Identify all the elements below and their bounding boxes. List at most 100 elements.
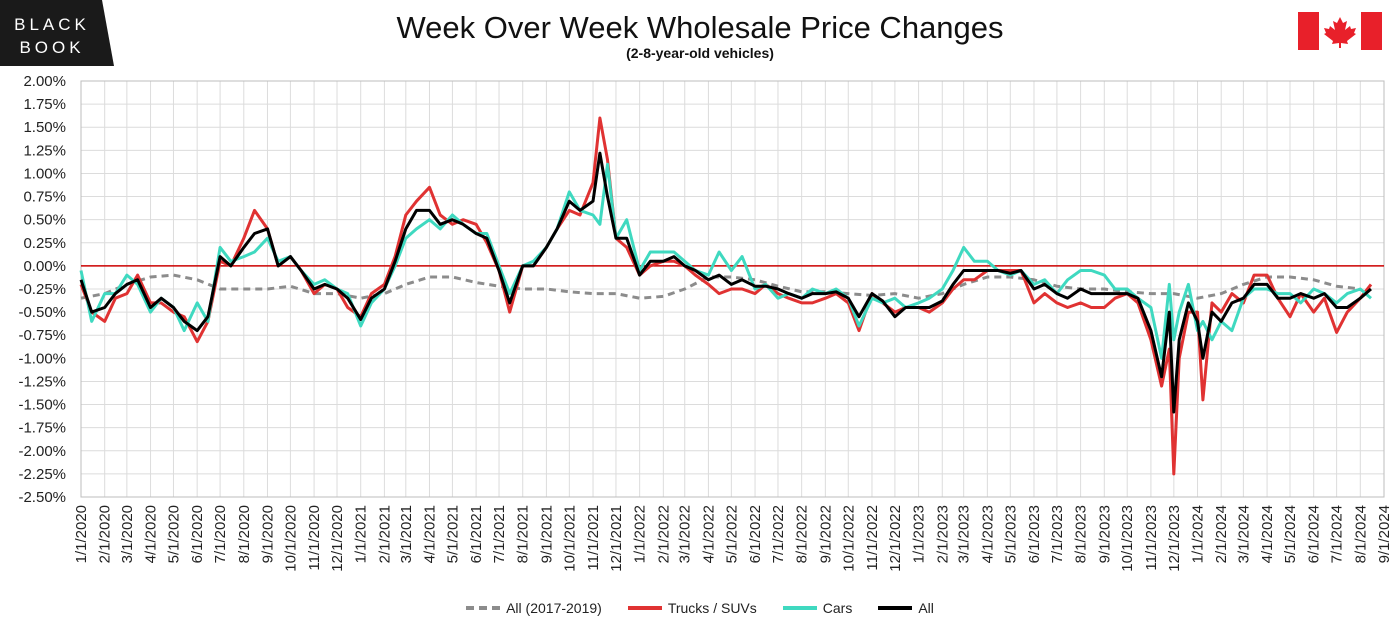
y-tick-label: 0.25% bbox=[23, 235, 66, 252]
legend: All (2017-2019) Trucks / SUVs Cars All bbox=[0, 600, 1400, 616]
x-tick-label: 4/1/2022 bbox=[700, 505, 717, 563]
y-tick-label: -1.75% bbox=[18, 420, 66, 437]
chart-title: Week Over Week Wholesale Price Changes bbox=[396, 10, 1004, 45]
x-tick-label: 5/1/2020 bbox=[165, 505, 182, 563]
x-tick-label: 9/1/2021 bbox=[538, 505, 555, 563]
x-tick-label: 5/1/2021 bbox=[444, 505, 461, 563]
x-tick-label: 7/1/2020 bbox=[212, 505, 229, 563]
x-tick-label: 11/1/2021 bbox=[585, 505, 602, 571]
y-tick-label: -0.50% bbox=[18, 304, 66, 321]
x-tick-label: 3/1/2021 bbox=[398, 505, 415, 563]
legend-swatch-baseline bbox=[466, 606, 501, 610]
logo-line1: BLACK bbox=[14, 15, 90, 34]
x-tick-label: 3/1/2020 bbox=[119, 505, 136, 563]
line-chart: 2.00% 1.75% 1.50% 1.25% 1.00% 0.75% 0.50% 0.25%… bbox=[18, 73, 1393, 572]
x-tick-label: 12/1/2021 bbox=[608, 505, 625, 572]
x-tick-label: 7/1/2023 bbox=[1049, 505, 1066, 563]
x-tick-label: 6/1/2021 bbox=[468, 505, 485, 563]
y-tick-label: -0.25% bbox=[18, 281, 66, 298]
legend-label-cars: Cars bbox=[822, 600, 853, 616]
legend-label-trucks: Trucks / SUVs bbox=[667, 600, 757, 616]
x-tick-label: 10/1/2023 bbox=[1119, 505, 1136, 572]
x-tick-label: 4/1/2021 bbox=[421, 505, 438, 563]
logo-line2: BOOK bbox=[19, 38, 84, 57]
x-tick-label: 8/1/2021 bbox=[515, 505, 532, 563]
chart-subtitle: (2-8-year-old vehicles) bbox=[626, 45, 774, 61]
x-tick-label: 1/1/2023 bbox=[911, 505, 928, 563]
x-tick-label: 8/1/2022 bbox=[794, 505, 811, 563]
x-tick-label: 3/1/2023 bbox=[956, 505, 973, 563]
x-tick-label: 8/1/2024 bbox=[1352, 505, 1369, 563]
x-tick-label: 10/1/2020 bbox=[282, 505, 299, 572]
x-tick-label: 7/1/2022 bbox=[770, 505, 787, 563]
x-tick-label: 9/1/2024 bbox=[1376, 505, 1393, 563]
x-tick-label: 9/1/2022 bbox=[817, 505, 834, 563]
x-tick-label: 8/1/2020 bbox=[236, 505, 253, 563]
x-tick-label: 6/1/2020 bbox=[189, 505, 206, 563]
x-tick-label: 6/1/2023 bbox=[1026, 505, 1043, 563]
y-tick-label: 0.00% bbox=[23, 258, 66, 275]
x-tick-label: 2/1/2023 bbox=[934, 505, 951, 563]
x-tick-label: 11/1/2023 bbox=[1143, 505, 1160, 571]
x-tick-label: 3/1/2022 bbox=[677, 505, 694, 563]
plot-area-border bbox=[80, 80, 1385, 498]
x-tick-label: 9/1/2023 bbox=[1096, 505, 1113, 563]
y-tick-label: -2.25% bbox=[18, 466, 66, 483]
legend-item-cars: Cars bbox=[782, 600, 853, 616]
x-tick-label: 12/1/2020 bbox=[329, 505, 346, 572]
x-tick-label: 2/1/2021 bbox=[376, 505, 393, 563]
series-line-cars bbox=[79, 162, 1372, 360]
series-line-all-2017-2019 bbox=[80, 273, 1361, 300]
x-tick-label: 5/1/2022 bbox=[723, 505, 740, 563]
legend-item-all: All bbox=[878, 600, 934, 616]
series-line-trucks-suvs bbox=[79, 116, 1373, 476]
y-tick-label: -1.50% bbox=[18, 397, 66, 414]
legend-swatch-all bbox=[878, 606, 913, 610]
x-tick-label: 6/1/2024 bbox=[1306, 505, 1323, 563]
x-tick-label: 9/1/2020 bbox=[259, 505, 276, 563]
y-tick-label: 1.00% bbox=[23, 165, 66, 182]
x-tick-label: 4/1/2024 bbox=[1259, 505, 1276, 563]
x-tick-label: 11/1/2022 bbox=[864, 505, 881, 571]
y-tick-label: -1.25% bbox=[18, 373, 66, 390]
x-tick-label: 2/1/2022 bbox=[655, 505, 672, 563]
x-tick-label: 12/1/2023 bbox=[1166, 505, 1183, 572]
x-tick-label: 2/1/2020 bbox=[97, 505, 114, 563]
x-tick-label: 1/1/2024 bbox=[1190, 505, 1207, 563]
y-tick-label: -2.00% bbox=[18, 443, 66, 460]
y-tick-label: -1.00% bbox=[18, 350, 66, 367]
x-tick-label: 10/1/2021 bbox=[561, 505, 578, 572]
legend-label-baseline: All (2017-2019) bbox=[506, 600, 602, 616]
x-tick-label: 8/1/2023 bbox=[1073, 505, 1090, 563]
x-tick-label: 1/1/2020 bbox=[73, 505, 90, 563]
x-tick-label: 3/1/2024 bbox=[1235, 505, 1252, 563]
x-tick-label: 12/1/2022 bbox=[887, 505, 904, 572]
y-tick-label: 1.50% bbox=[23, 119, 66, 136]
x-tick-label: 1/1/2022 bbox=[632, 505, 649, 563]
x-tick-label: 11/1/2020 bbox=[306, 505, 323, 571]
x-tick-label: 5/1/2023 bbox=[1002, 505, 1019, 563]
x-tick-label: 7/1/2024 bbox=[1329, 505, 1346, 563]
legend-item-baseline: All (2017-2019) bbox=[466, 600, 602, 616]
x-tick-label: 2/1/2024 bbox=[1213, 505, 1230, 563]
x-tick-label: 5/1/2024 bbox=[1282, 505, 1299, 563]
x-tick-label: 10/1/2022 bbox=[840, 505, 857, 572]
legend-item-trucks: Trucks / SUVs bbox=[627, 600, 757, 616]
x-tick-label: 1/1/2021 bbox=[353, 505, 370, 563]
x-tick-label: 4/1/2023 bbox=[979, 505, 996, 563]
x-tick-label: 7/1/2021 bbox=[491, 505, 508, 563]
x-tick-label: 6/1/2022 bbox=[747, 505, 764, 563]
y-tick-label: 2.00% bbox=[23, 73, 66, 90]
series-line-all bbox=[79, 151, 1372, 414]
x-tick-label: 4/1/2020 bbox=[143, 505, 160, 563]
legend-swatch-trucks bbox=[627, 606, 662, 610]
canada-flag-icon bbox=[1298, 12, 1382, 50]
black-book-logo: BLACK BOOK bbox=[0, 0, 114, 66]
y-tick-label: 1.25% bbox=[23, 142, 66, 159]
y-tick-label: 0.50% bbox=[23, 212, 66, 229]
legend-label-all: All bbox=[918, 600, 934, 616]
y-tick-label: 0.75% bbox=[23, 189, 66, 206]
legend-swatch-cars bbox=[782, 606, 817, 610]
y-tick-label: 1.75% bbox=[23, 96, 66, 113]
y-tick-label: -0.75% bbox=[18, 327, 66, 344]
